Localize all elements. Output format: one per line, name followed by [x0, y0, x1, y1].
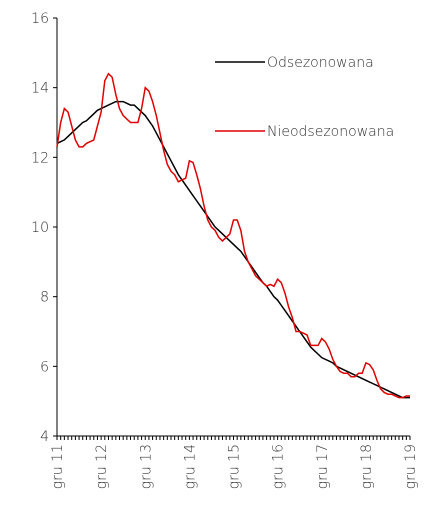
- y-tick-label: 10: [31, 220, 49, 236]
- y-tick-label: 12: [31, 150, 49, 166]
- y-tick-label: 6: [40, 359, 49, 375]
- x-tick-label: gru 14: [182, 444, 198, 489]
- legend-label: Nieodsezonowana: [267, 124, 394, 140]
- x-tick-label: gru 13: [138, 444, 154, 489]
- x-tick-label: gru 11: [50, 444, 66, 489]
- legend-label: Odsezonowana: [267, 55, 374, 71]
- y-tick-label: 4: [40, 429, 49, 445]
- x-tick-label: gru 16: [271, 444, 287, 489]
- x-tick-label: gru 15: [227, 444, 243, 489]
- x-tick-label: gru 17: [315, 444, 331, 489]
- series-line: [56, 100, 410, 399]
- x-tick-label: gru 19: [403, 444, 419, 489]
- y-tick-label: 14: [31, 81, 49, 97]
- x-tick-label: gru 12: [94, 444, 110, 489]
- y-tick-label: 8: [40, 290, 49, 306]
- y-tick-label: 16: [31, 11, 49, 27]
- x-tick-label: gru 18: [359, 444, 375, 489]
- series-line: [56, 72, 410, 399]
